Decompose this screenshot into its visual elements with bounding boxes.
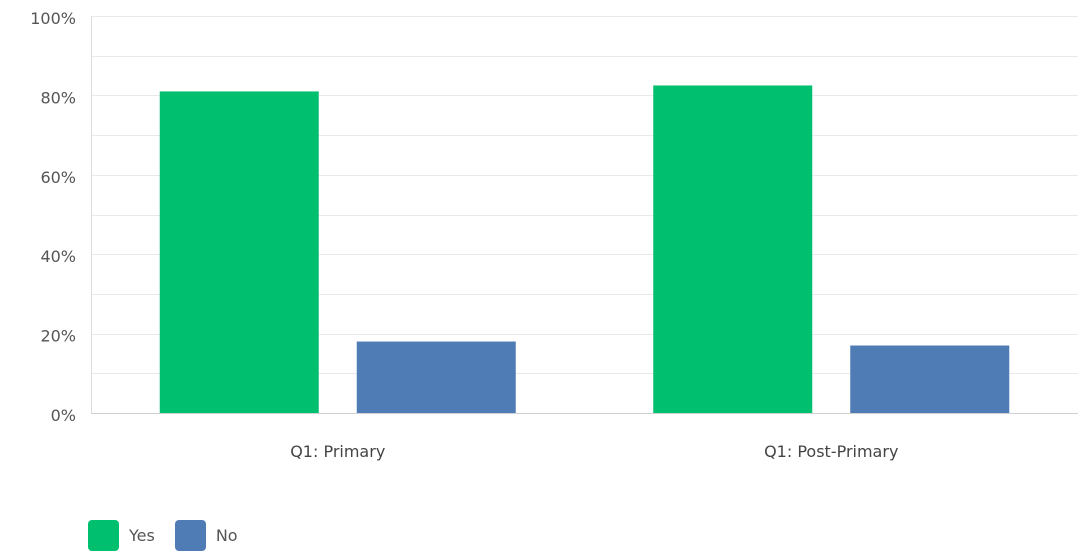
y-tick-label: 0% xyxy=(51,406,76,425)
y-tick-label: 60% xyxy=(40,168,76,187)
y-tick-label: 40% xyxy=(40,247,76,266)
legend-swatch-yes xyxy=(88,520,119,551)
legend-item-no: No xyxy=(174,520,238,551)
x-tick-label: Q1: Post-Primary xyxy=(764,442,898,461)
bar-no-0 xyxy=(356,341,516,413)
bar-yes-0 xyxy=(159,91,319,414)
legend-label-yes: Yes xyxy=(129,526,155,545)
chart-plot: 0% 20% 40% 60% 80% 100% Q1: Primary Q1: Post-Pr… xyxy=(30,9,1078,461)
x-tick-label: Q1: Primary xyxy=(290,442,385,461)
y-tick-label: 80% xyxy=(40,88,76,107)
legend-item-yes: Yes xyxy=(88,520,155,551)
y-tick-label: 100% xyxy=(30,9,76,28)
y-tick-label: 20% xyxy=(40,327,76,346)
legend-label-no: No xyxy=(215,526,238,545)
bar-yes-1 xyxy=(653,85,813,413)
legend: Yes No xyxy=(88,520,258,551)
legend-swatch-no xyxy=(174,520,206,551)
bar-no-1 xyxy=(850,345,1010,413)
